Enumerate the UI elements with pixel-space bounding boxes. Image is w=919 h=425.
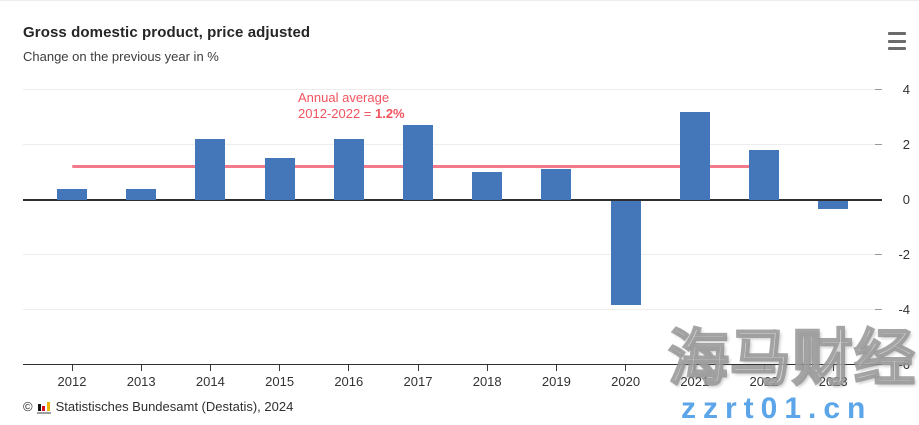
destatis-logo-icon (36, 400, 52, 414)
hamburger-bar (888, 32, 906, 35)
source-line: © Statistisches Bundesamt (Destatis), 20… (23, 399, 293, 414)
x-axis-tick (417, 364, 419, 371)
gridline (23, 309, 882, 310)
y-axis-label: 2 (902, 136, 910, 152)
hamburger-bar (888, 39, 906, 43)
gridline (23, 254, 882, 255)
y-axis-tick (875, 89, 882, 90)
bar-2018[interactable] (472, 172, 503, 200)
bar-2023[interactable] (818, 200, 849, 209)
copyright-symbol: © (23, 399, 33, 414)
x-axis-label-2012: 2012 (57, 373, 87, 389)
bar-2013[interactable] (126, 188, 157, 200)
y-axis-tick (875, 309, 882, 310)
x-axis-tick (486, 364, 488, 371)
gridline (23, 364, 882, 365)
x-axis-label-2022: 2022 (749, 373, 779, 389)
x-axis-tick (71, 364, 73, 371)
x-axis-label-2017: 2017 (403, 373, 433, 389)
y-axis-label: -4 (898, 301, 910, 317)
bar-2016[interactable] (333, 139, 364, 200)
x-axis-label-2020: 2020 (611, 373, 641, 389)
x-axis-label-2016: 2016 (334, 373, 364, 389)
hamburger-menu-icon[interactable] (888, 32, 906, 50)
x-axis-tick (209, 364, 211, 371)
x-axis-tick (625, 364, 627, 371)
y-axis-label: 4 (902, 81, 910, 97)
x-axis-label-2013: 2013 (126, 373, 156, 389)
y-axis-label: -6 (898, 356, 910, 372)
chart-title: Gross domestic product, price adjusted (23, 24, 311, 41)
bar-2017[interactable] (403, 125, 433, 200)
x-axis-tick (140, 364, 142, 371)
source-text: Statistisches Bundesamt (Destatis), 2024 (55, 399, 294, 414)
x-axis-tick (279, 364, 281, 371)
x-axis-label-2023: 2023 (818, 373, 848, 389)
y-axis-label: 0 (902, 191, 910, 207)
x-axis-tick (763, 364, 765, 371)
y-axis-tick (875, 199, 882, 200)
x-axis-tick (555, 364, 557, 371)
x-axis-tick (694, 364, 696, 371)
bar-2014[interactable] (195, 139, 226, 200)
bar-2020[interactable] (610, 200, 641, 305)
bar-2021[interactable] (679, 111, 710, 200)
x-axis-tick (348, 364, 350, 371)
bar-2022[interactable] (749, 150, 779, 200)
x-axis-label-2014: 2014 (195, 373, 225, 389)
bar-2019[interactable] (541, 169, 572, 200)
x-axis-tick (832, 364, 834, 371)
average-value: 1.2% (374, 106, 405, 121)
x-axis-label-2018: 2018 (472, 373, 502, 389)
y-axis-tick (875, 254, 882, 255)
x-axis-label-2015: 2015 (265, 373, 295, 389)
y-axis-label: -2 (898, 246, 910, 262)
gridline (23, 144, 882, 145)
chart-subtitle: Change on the previous year in % (23, 49, 219, 64)
average-annotation-line1: Annual average (298, 90, 390, 105)
bar-2015[interactable] (264, 158, 295, 200)
hamburger-bar (888, 47, 906, 50)
average-annotation-line2: 2012-2022 = 1.2% (298, 106, 405, 121)
average-annotation: Annual average 2012-2022 = 1.2% (298, 90, 405, 122)
y-axis-tick (875, 364, 882, 365)
y-axis-tick (875, 144, 882, 145)
x-axis-label-2019: 2019 (541, 373, 571, 389)
gridline (23, 89, 882, 90)
x-axis-label-2021: 2021 (680, 373, 710, 389)
zero-line (23, 198, 882, 201)
bar-2012[interactable] (57, 188, 87, 200)
